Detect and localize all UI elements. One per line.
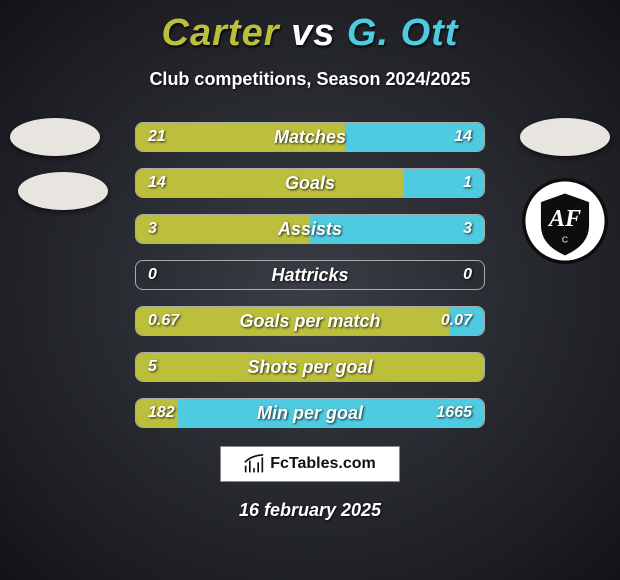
stat-value-right: 3 [463,215,472,243]
stat-label: Assists [136,215,484,243]
stats-list: 21Matches1414Goals13Assists30Hattricks00… [135,122,485,428]
stat-label: Hattricks [136,261,484,289]
stat-row: 14Goals1 [135,168,485,198]
stat-value-right: 0.07 [441,307,472,335]
country-flag-left [10,118,100,156]
stat-value-right: 0 [463,261,472,289]
stat-value-right: 1 [463,169,472,197]
stat-row: 0Hattricks0 [135,260,485,290]
stat-row: 21Matches14 [135,122,485,152]
stat-label: Shots per goal [136,353,484,381]
stat-row: 182Min per goal1665 [135,398,485,428]
stat-label: Matches [136,123,484,151]
stat-value-right: 1665 [436,399,472,427]
date-label: 16 february 2025 [0,500,620,521]
svg-text:C: C [562,235,568,245]
fctables-icon [244,454,264,474]
stat-value-right: 14 [454,123,472,151]
fctables-watermark: FcTables.com [220,446,400,482]
vs-text: vs [291,12,335,54]
stat-label: Goals [136,169,484,197]
club-badge-left [18,172,108,210]
subtitle: Club competitions, Season 2024/2025 [0,69,620,90]
svg-text:AF: AF [547,206,581,232]
fctables-label: FcTables.com [270,455,376,473]
stat-row: 0.67Goals per match0.07 [135,306,485,336]
player2-name: G. Ott [347,12,459,54]
stat-row: 3Assists3 [135,214,485,244]
stat-label: Goals per match [136,307,484,335]
stat-row: 5Shots per goal [135,352,485,382]
stat-label: Min per goal [136,399,484,427]
player1-name: Carter [162,12,280,54]
country-flag-right [520,118,610,156]
page-title: Carter vs G. Ott [0,0,620,55]
club-badge-right: AF C [522,178,608,264]
